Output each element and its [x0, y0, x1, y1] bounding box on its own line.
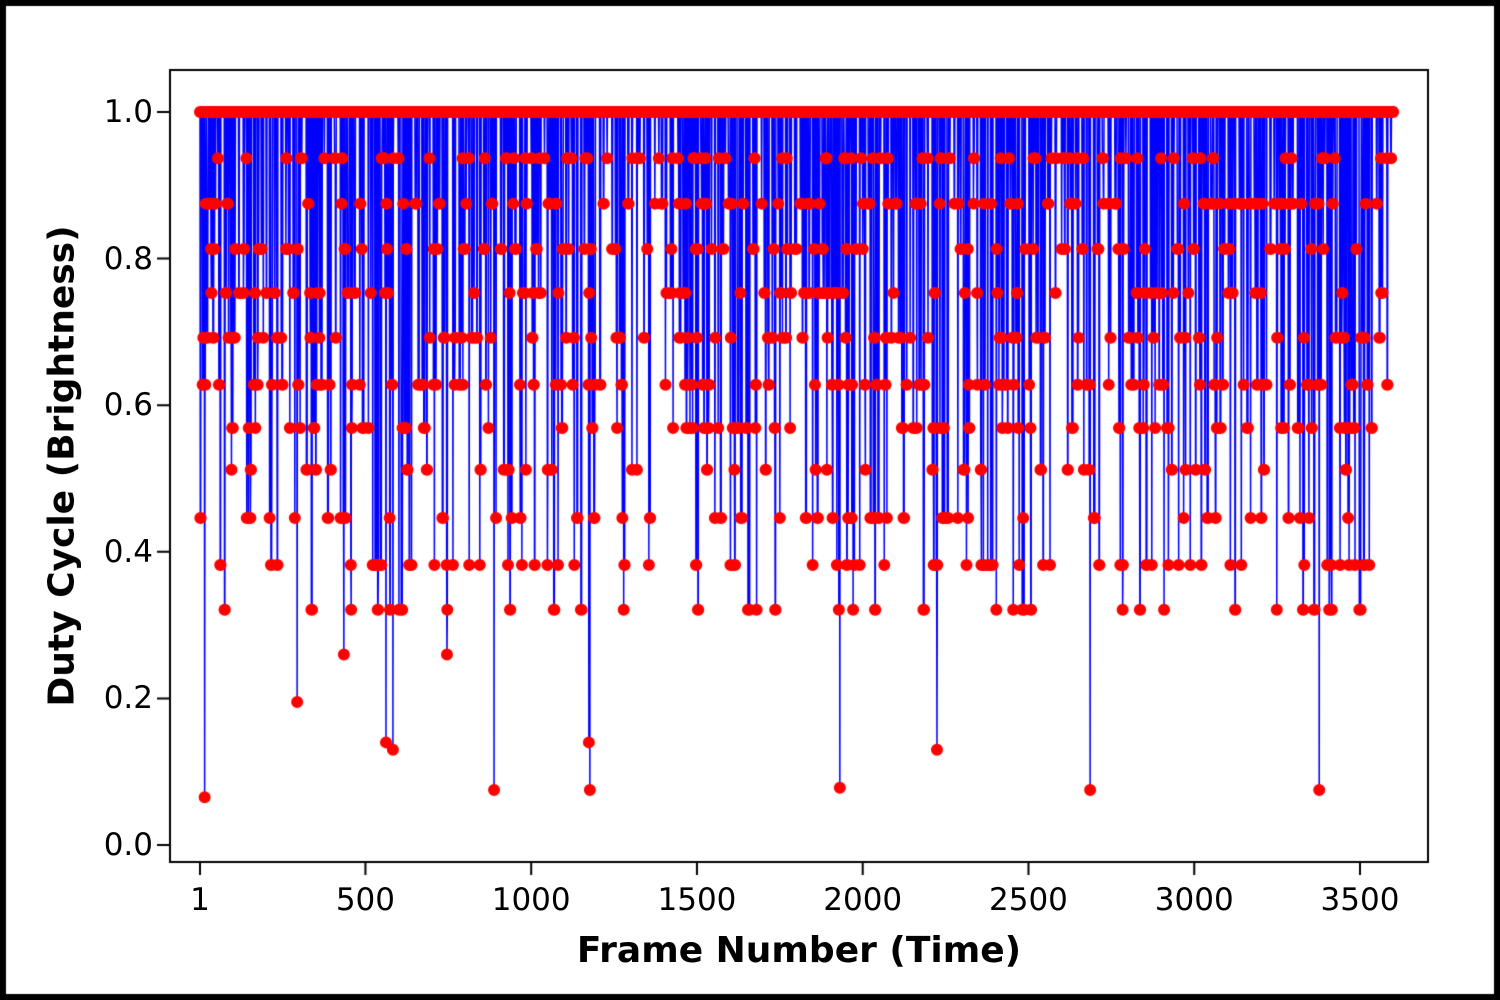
x-tick-label: 2500 [989, 882, 1068, 918]
y-tick-label: 0.4 [103, 533, 153, 570]
y-tick-label: 0.0 [103, 827, 153, 863]
y-tick-label: 0.2 [103, 680, 153, 717]
x-tick-label: 1 [190, 882, 210, 918]
x-tick-label: 500 [335, 882, 395, 918]
x-tick-label: 1000 [491, 882, 571, 918]
y-tick-label: 1.0 [103, 94, 153, 130]
x-axis-title: Frame Number (Time) [576, 930, 1022, 971]
x-tick-label: 3500 [1320, 882, 1400, 918]
x-tick-label: 2000 [823, 882, 903, 918]
y-axis-title: Duty Cycle (Brightness) [41, 225, 83, 707]
y-tick-label: 0.6 [103, 387, 153, 424]
x-tick-label: 3000 [1154, 882, 1234, 918]
y-tick-label: 0.8 [103, 240, 153, 277]
x-tick-label: 1500 [657, 882, 737, 918]
